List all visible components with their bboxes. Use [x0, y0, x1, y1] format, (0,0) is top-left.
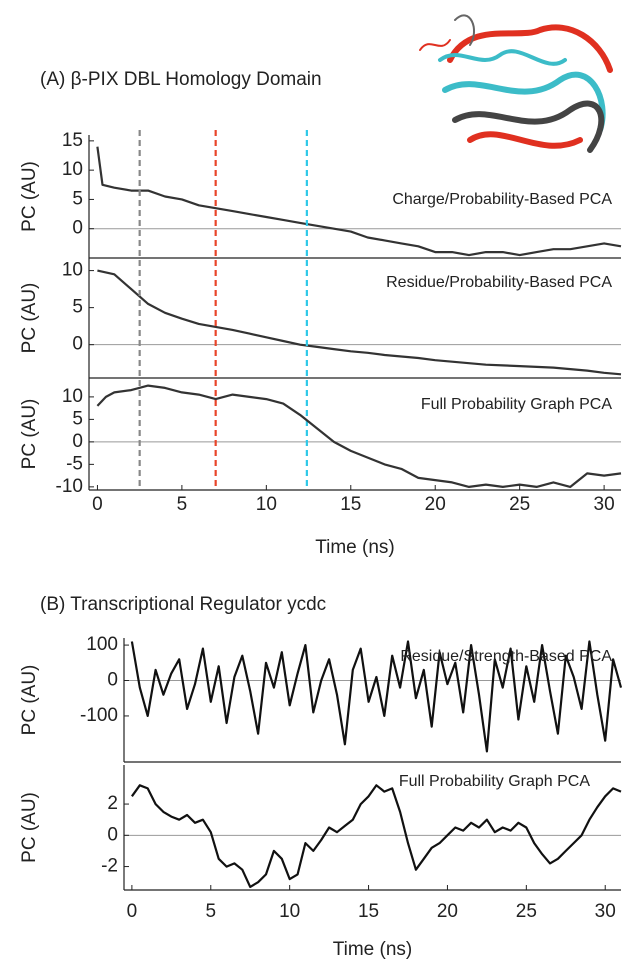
y-axis-label: PC (AU)	[19, 665, 40, 736]
x-tick-label: 10	[256, 494, 277, 515]
x-tick-label: 5	[205, 901, 216, 922]
x-tick-label: 25	[516, 901, 537, 922]
y-tick-label: 100	[86, 634, 118, 655]
x-tick-label: 15	[340, 494, 361, 515]
y-tick-label: 5	[72, 297, 83, 318]
y-tick-label: 5	[72, 188, 83, 209]
subplot-label: Residue/Probability-Based PCA	[386, 274, 612, 291]
y-tick-label: 15	[62, 130, 83, 151]
y-tick-label: 0	[72, 334, 83, 355]
x-tick-label: 5	[177, 494, 188, 515]
subplot-label: Full Probability Graph PCA	[399, 773, 591, 790]
data-line	[96, 384, 622, 488]
panel-title: (B) Transcriptional Regulator ycdc	[40, 594, 326, 615]
x-axis-label: Time (ns)	[333, 939, 413, 960]
x-tick-label: 15	[358, 901, 379, 922]
x-axis-label: Time (ns)	[315, 537, 395, 558]
x-tick-label: 10	[279, 901, 300, 922]
data-line	[131, 784, 622, 888]
y-axis-label: PC (AU)	[19, 283, 40, 354]
y-tick-label: 10	[62, 159, 83, 180]
y-tick-label: -2	[101, 856, 118, 877]
y-tick-label: 10	[62, 260, 83, 281]
y-tick-label: 0	[107, 670, 118, 691]
protein-structure-image	[419, 14, 613, 153]
x-tick-label: 30	[594, 494, 615, 515]
y-tick-label: -100	[80, 705, 118, 726]
data-line	[130, 640, 622, 753]
x-tick-label: 30	[595, 901, 616, 922]
y-tick-label: 0	[72, 431, 83, 452]
panel-title: (A) β-PIX DBL Homology Domain	[40, 69, 322, 90]
x-tick-label: 0	[127, 901, 138, 922]
data-line	[96, 146, 622, 257]
y-tick-label: 10	[62, 386, 83, 407]
data-line	[97, 269, 622, 376]
y-tick-label: 0	[107, 824, 118, 845]
x-tick-label: 0	[92, 494, 103, 515]
x-tick-label: 25	[509, 494, 530, 515]
y-tick-label: 0	[72, 218, 83, 239]
y-tick-label: -5	[66, 453, 83, 474]
y-axis-label: PC (AU)	[19, 792, 40, 863]
subplot-label: Charge/Probability-Based PCA	[392, 191, 612, 208]
y-tick-label: 2	[107, 793, 118, 814]
y-tick-label: 5	[72, 408, 83, 429]
y-axis-label: PC (AU)	[19, 399, 40, 470]
y-axis-label: PC (AU)	[19, 161, 40, 232]
y-tick-label: -10	[56, 476, 83, 497]
x-tick-label: 20	[425, 494, 446, 515]
x-tick-label: 20	[437, 901, 458, 922]
subplot-label: Residue/Strength-Based PCA	[400, 648, 612, 665]
subplot-label: Full Probability Graph PCA	[421, 396, 613, 413]
